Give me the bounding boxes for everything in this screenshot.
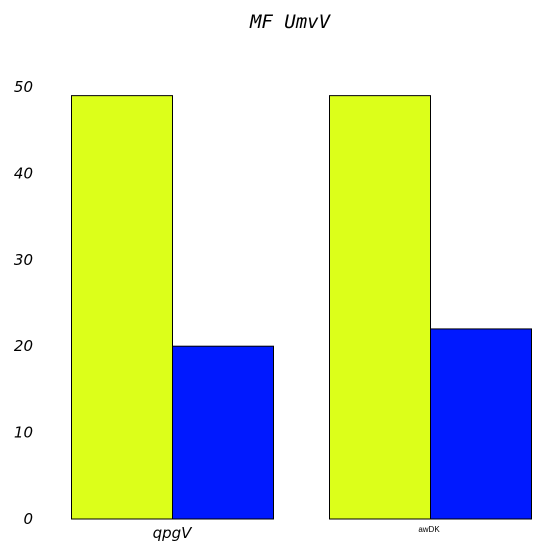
x-tick-label: qpgV — [153, 524, 194, 542]
bar-awDK-series-1 — [329, 95, 431, 520]
y-tick-label: 20 — [14, 337, 33, 355]
bar-qpgV-series-2 — [172, 345, 274, 520]
y-tick-label: 50 — [14, 78, 33, 96]
chart-title: MF UmvV — [249, 11, 332, 33]
x-tick-label: awDK — [418, 525, 440, 534]
y-axis-ticks: 0 10 20 30 40 50 — [14, 78, 33, 528]
y-tick-label: 10 — [14, 424, 33, 442]
y-tick-label: 30 — [14, 251, 33, 269]
x-axis-ticks: qpgV awDK — [153, 524, 441, 542]
y-tick-label: 0 — [23, 510, 33, 528]
y-tick-label: 40 — [14, 164, 33, 182]
bar-awDK-series-2 — [430, 328, 532, 520]
bar-qpgV-series-1 — [71, 95, 173, 520]
bars-group — [71, 95, 532, 520]
